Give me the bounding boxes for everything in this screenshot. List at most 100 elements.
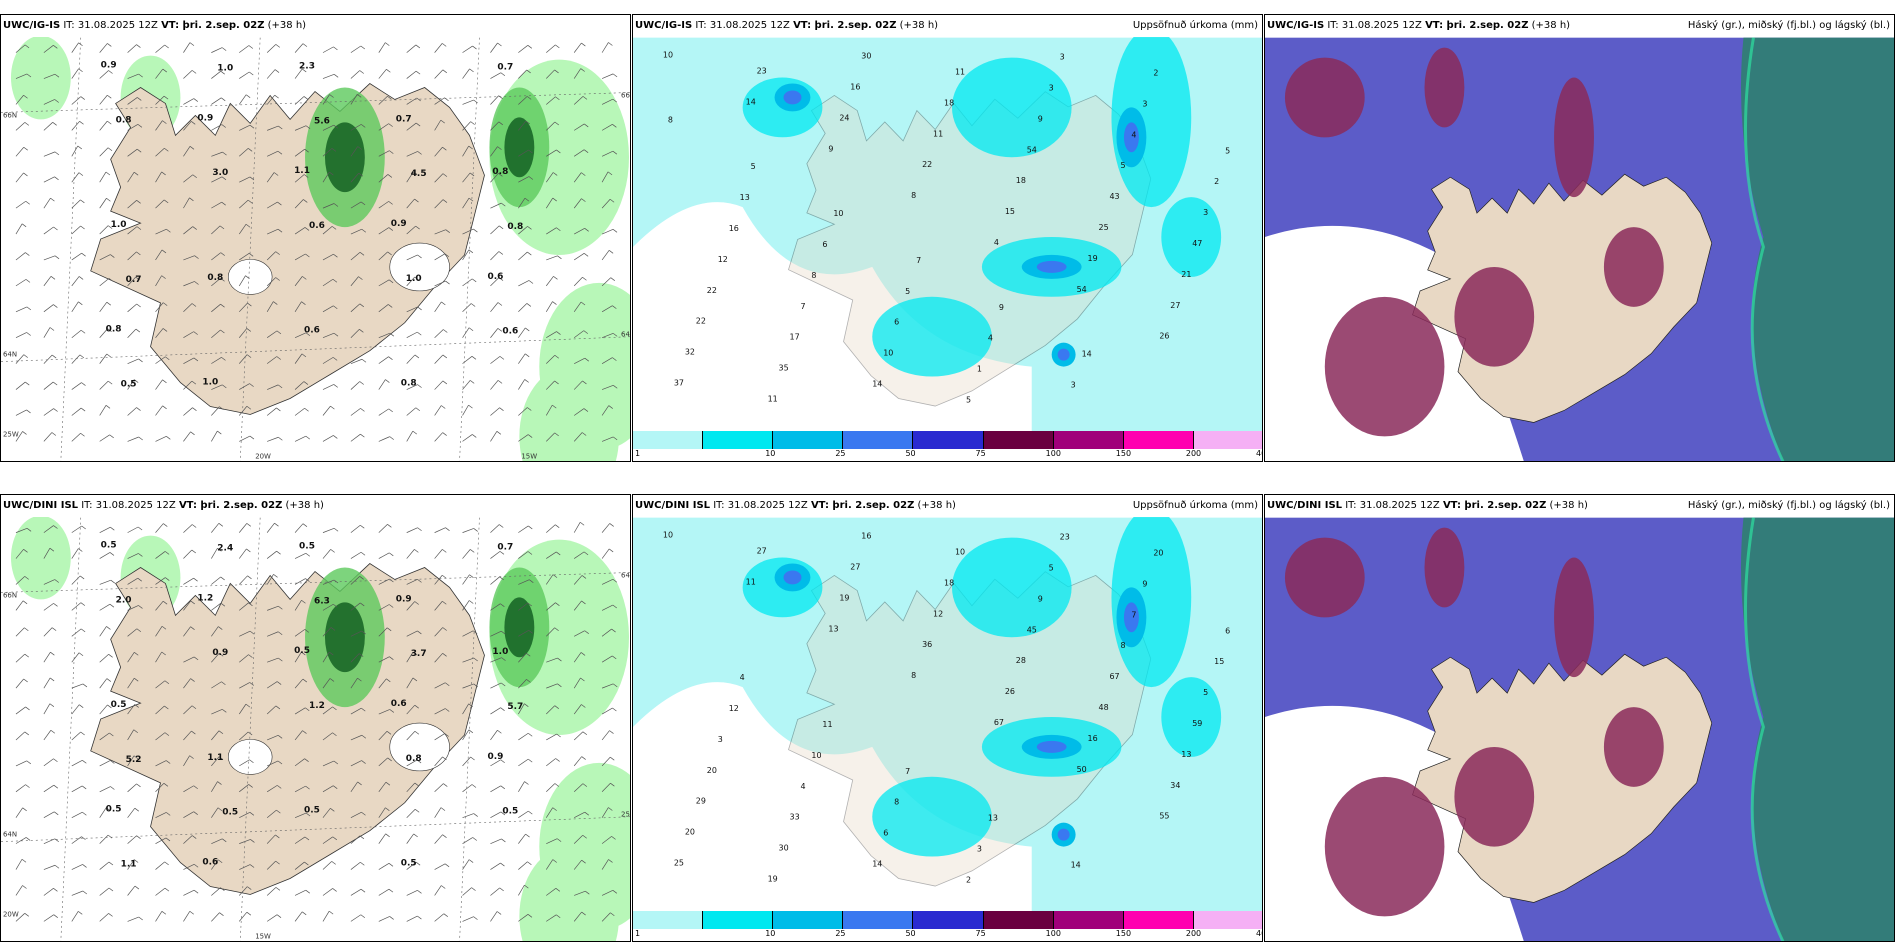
wind-barb-tick xyxy=(24,122,30,126)
wind-barb xyxy=(155,837,167,844)
wind-barb xyxy=(183,98,194,105)
wind-barb-tick xyxy=(555,758,560,762)
wind-barb xyxy=(211,97,222,105)
wind-barb-tick xyxy=(333,305,338,310)
wind-barb-tick xyxy=(53,226,58,231)
wind-barb xyxy=(267,125,279,131)
wind-barb xyxy=(15,332,27,339)
wind-barb-tick xyxy=(53,45,58,49)
wind-barb-tick xyxy=(500,72,506,76)
wind-barb-tick xyxy=(501,657,506,661)
wind-barb-tick xyxy=(556,838,562,842)
wind-barb-tick xyxy=(23,354,29,358)
accum-value-label: 12 xyxy=(933,609,943,618)
wind-barb xyxy=(15,172,24,183)
wind-barb-tick xyxy=(331,226,337,230)
precip-value-label: 1.1 xyxy=(207,753,223,763)
wind-barb-tick xyxy=(333,332,339,337)
wind-barb-tick xyxy=(278,125,283,130)
wind-barb-tick xyxy=(468,404,473,409)
wind-barb xyxy=(434,627,443,637)
wind-barb xyxy=(406,677,414,689)
wind-barb-tick xyxy=(136,226,142,230)
wind-barb-tick xyxy=(222,709,227,713)
wind-barb-tick xyxy=(190,600,195,605)
wind-barb-tick xyxy=(360,408,365,412)
wind-barb-tick xyxy=(524,197,530,202)
wind-barb xyxy=(406,331,418,339)
wind-barb-tick xyxy=(79,704,84,708)
wind-barb-tick xyxy=(359,576,364,580)
wind-barb xyxy=(71,704,80,715)
wind-barb xyxy=(573,198,582,209)
wind-barb xyxy=(155,147,165,157)
wind-barb xyxy=(294,836,306,844)
wind-barb xyxy=(322,74,335,79)
wind-barb-tick xyxy=(332,278,338,283)
wind-barb-tick xyxy=(389,436,394,440)
wind-barb-tick xyxy=(248,654,253,658)
wind-barb xyxy=(183,174,193,183)
wind-barb xyxy=(15,600,24,611)
wind-barb-tick xyxy=(246,405,252,410)
wind-barb-tick xyxy=(611,836,616,840)
wind-barb-tick xyxy=(137,526,143,531)
wind-barb-tick xyxy=(304,629,310,633)
wind-barb xyxy=(573,172,582,183)
wind-barb xyxy=(601,655,613,663)
wind-barb xyxy=(267,436,279,442)
wind-barb-tick xyxy=(22,600,28,605)
wind-barb xyxy=(601,707,613,715)
wind-barb-tick xyxy=(469,574,474,578)
wind-barb-tick xyxy=(329,651,334,656)
wind-barb-tick xyxy=(133,859,139,863)
wind-barb xyxy=(322,760,335,767)
wind-barb xyxy=(43,677,51,689)
accum-value-label: 4 xyxy=(740,673,745,682)
wind-barb-tick xyxy=(608,548,614,553)
wind-barb-tick xyxy=(249,71,254,76)
wind-barb-tick xyxy=(193,656,199,661)
wind-barb-tick xyxy=(80,628,86,633)
wind-barb-tick xyxy=(109,434,114,439)
wind-barb-tick xyxy=(444,733,449,737)
wind-barb-tick xyxy=(79,121,84,125)
wind-barb xyxy=(266,887,277,896)
wind-barb-tick xyxy=(525,833,530,838)
wind-barb-tick xyxy=(555,44,560,49)
wind-barb-tick xyxy=(389,150,394,154)
wind-barb-tick xyxy=(106,197,111,202)
wind-barb xyxy=(267,228,279,235)
wind-barb-tick xyxy=(360,861,365,866)
wind-barb xyxy=(99,171,107,183)
wind-barb-tick xyxy=(192,407,197,411)
wind-barb-tick xyxy=(107,94,112,99)
wind-barb-tick xyxy=(51,627,57,631)
accum-value-label: 9 xyxy=(828,144,833,153)
accum-value-label: 23 xyxy=(1060,533,1070,542)
wind-barb xyxy=(43,381,54,390)
wind-barb-tick xyxy=(222,384,227,389)
wind-barb-tick xyxy=(387,524,392,528)
wind-barb xyxy=(434,863,446,870)
wind-barb-tick xyxy=(445,229,450,233)
wind-barb-tick xyxy=(304,758,309,762)
wind-barb-tick xyxy=(138,916,143,921)
wind-barb-tick xyxy=(134,677,139,682)
wind-barb-tick xyxy=(248,602,253,607)
wind-barb-tick xyxy=(166,228,171,233)
wind-barb xyxy=(434,432,443,442)
wind-barb xyxy=(155,732,166,741)
wind-barb-tick xyxy=(361,630,366,635)
wind-barb-tick xyxy=(24,653,29,658)
wind-barb-tick xyxy=(220,329,225,334)
wind-barb xyxy=(601,756,611,767)
wind-barb xyxy=(601,171,609,183)
wind-barb xyxy=(43,276,52,287)
wind-barb xyxy=(155,680,166,689)
wind-barb-tick xyxy=(357,94,362,98)
wind-barb-tick xyxy=(415,44,421,49)
wind-barb-tick xyxy=(219,406,224,410)
wind-barb xyxy=(211,859,219,870)
wind-barb-tick xyxy=(165,837,171,842)
